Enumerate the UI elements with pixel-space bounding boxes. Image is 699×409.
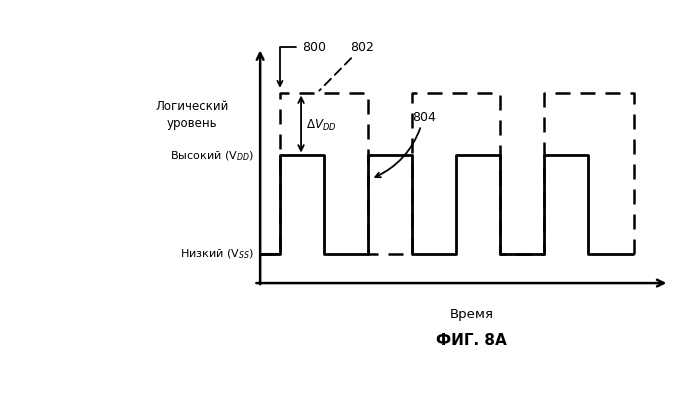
Text: 800: 800 [278,41,326,87]
Text: Высокий (V$_{DD}$): Высокий (V$_{DD}$) [170,149,254,163]
Text: ФИГ. 8А: ФИГ. 8А [436,333,507,347]
Text: 804: 804 [375,110,435,178]
Text: 802: 802 [319,41,374,92]
Text: $\Delta V_{DD}$: $\Delta V_{DD}$ [306,117,337,132]
Text: Время: Время [449,307,493,320]
Text: Логический
уровень: Логический уровень [155,100,229,130]
Text: Низкий (V$_{SS}$): Низкий (V$_{SS}$) [180,247,254,261]
